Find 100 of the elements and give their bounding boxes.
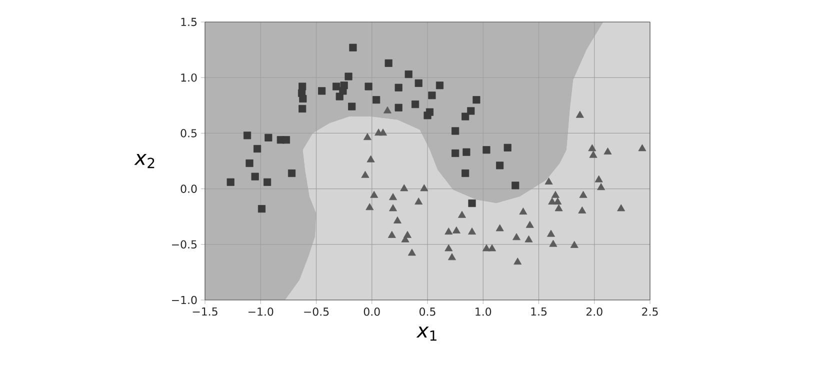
- point: [388, 230, 396, 238]
- point: [512, 233, 521, 240]
- point: [514, 258, 522, 265]
- point: [554, 204, 563, 212]
- point: [288, 169, 296, 178]
- point: [349, 44, 357, 52]
- point: [594, 175, 603, 182]
- point: [299, 94, 307, 103]
- point: [394, 84, 402, 92]
- point: [468, 199, 476, 208]
- point: [544, 178, 553, 185]
- point: [444, 244, 453, 252]
- point: [468, 228, 476, 235]
- x-tick-label: 2.0: [586, 308, 602, 316]
- point: [576, 110, 584, 118]
- point: [428, 92, 436, 100]
- point: [361, 170, 370, 178]
- point: [597, 183, 606, 190]
- point: [389, 204, 398, 212]
- point: [448, 253, 456, 260]
- point: [332, 82, 340, 90]
- point: [414, 198, 423, 205]
- point: [424, 112, 432, 120]
- point: [588, 144, 596, 152]
- point: [444, 228, 453, 235]
- y-tick-label: 1.5: [181, 18, 197, 26]
- point: [363, 133, 372, 140]
- point: [420, 184, 428, 192]
- point: [519, 208, 528, 215]
- point: [638, 144, 646, 152]
- point: [547, 230, 555, 237]
- point: [604, 148, 612, 154]
- point: [246, 159, 254, 168]
- point: [379, 128, 388, 136]
- point: [579, 190, 588, 198]
- point: [344, 72, 352, 80]
- point: [452, 226, 460, 234]
- point: [401, 235, 410, 242]
- point: [366, 155, 375, 162]
- point: [383, 106, 392, 114]
- point: [226, 178, 234, 186]
- point: [467, 107, 475, 115]
- point: [318, 87, 326, 95]
- y-tick-label: 0.0: [180, 184, 197, 193]
- point: [570, 240, 578, 248]
- point: [384, 59, 392, 67]
- point: [243, 132, 252, 140]
- y-axis-title: x$_{2}$: [134, 154, 154, 168]
- x-tick-label: −1.5: [192, 308, 218, 316]
- point: [298, 82, 306, 90]
- point: [264, 134, 272, 142]
- point: [366, 203, 374, 210]
- point: [472, 96, 480, 104]
- x-tick-label: 1.5: [531, 308, 547, 316]
- point: [364, 82, 372, 90]
- point: [408, 248, 416, 256]
- point: [298, 104, 306, 113]
- x-axis-title: x$_{1}$: [416, 326, 436, 341]
- point: [504, 144, 512, 152]
- point: [482, 146, 490, 154]
- point: [394, 104, 402, 112]
- point: [264, 178, 272, 186]
- x-tick-label: 0.0: [364, 308, 380, 316]
- point: [372, 96, 380, 104]
- y-tick-label: 1.0: [181, 73, 197, 82]
- point: [389, 193, 398, 200]
- point: [488, 244, 496, 252]
- point: [370, 190, 378, 198]
- x-tick-label: −0.5: [304, 308, 329, 316]
- x-tick-label: 0.5: [420, 308, 436, 316]
- point: [393, 216, 402, 224]
- point: [404, 70, 412, 78]
- point: [496, 224, 504, 232]
- point: [526, 220, 534, 228]
- point: [524, 235, 533, 242]
- point: [458, 210, 466, 218]
- point: [462, 112, 470, 120]
- point: [251, 172, 259, 180]
- point: [589, 150, 598, 158]
- y-tick-label: −1.0: [172, 296, 197, 304]
- x-tick-label: −1.0: [248, 308, 274, 316]
- point: [452, 127, 460, 135]
- point: [462, 169, 470, 178]
- point: [282, 136, 290, 144]
- point: [411, 100, 420, 108]
- y-tick-label: 0.5: [180, 129, 197, 138]
- point: [617, 204, 626, 212]
- point: [348, 102, 356, 110]
- point: [258, 205, 266, 213]
- point: [400, 184, 408, 192]
- point: [436, 82, 444, 90]
- x-tick-label: 2.5: [642, 308, 658, 316]
- point: [340, 82, 348, 90]
- x-tick-label: 1.0: [476, 308, 492, 316]
- point: [551, 190, 560, 198]
- point: [578, 206, 586, 214]
- point: [496, 162, 504, 170]
- point: [414, 79, 422, 87]
- point: [549, 240, 558, 247]
- point: [452, 149, 460, 157]
